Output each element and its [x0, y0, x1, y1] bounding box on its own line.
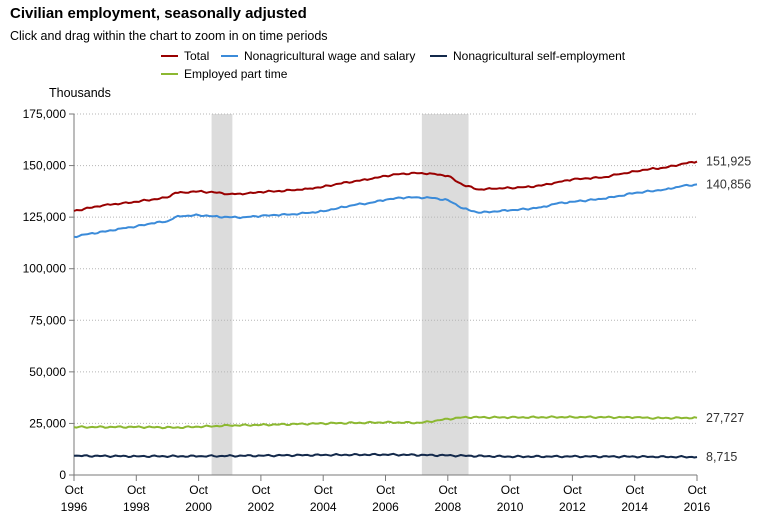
- x-tick-label-month: Oct: [438, 483, 457, 497]
- series-line-nonagricultural-wage-and-salary: [73, 183, 698, 239]
- series-line-nonagricultural-self-employment: [73, 452, 698, 459]
- y-tick-label: 125,000: [23, 210, 67, 224]
- x-tick-label-month: Oct: [127, 483, 146, 497]
- x-tick-label-year: 2008: [434, 500, 461, 514]
- x-tick-label-year: 1996: [61, 500, 88, 514]
- end-labels: 151,925 140,856 8,715 27,727: [706, 155, 751, 464]
- legend-item-wage-salary[interactable]: Nonagricultural wage and salary: [221, 49, 415, 63]
- legend-swatch-total: [161, 55, 178, 57]
- y-tick-label: 175,000: [23, 107, 67, 121]
- x-tick-label-month: Oct: [252, 483, 271, 497]
- x-tick-label-month: Oct: [688, 483, 707, 497]
- x-tick-label-month: Oct: [376, 483, 395, 497]
- legend-swatch-part-time: [161, 73, 178, 75]
- axes: 175,000 150,000 125,000 100,000 75,000 50,000…: [23, 107, 711, 514]
- x-tick-label-month: Oct: [501, 483, 520, 497]
- y-axis-label: Thousands: [49, 86, 111, 100]
- x-tick-label-year: 2014: [621, 500, 648, 514]
- legend-swatch-self-employment: [430, 55, 447, 57]
- legend-item-self-employment[interactable]: Nonagricultural self-employment: [430, 49, 625, 63]
- gridlines: [74, 113, 697, 424]
- y-tick-label: 100,000: [23, 262, 67, 276]
- x-tick-label-year: 2006: [372, 500, 399, 514]
- x-tick-label-year: 2002: [248, 500, 275, 514]
- x-tick-label-year: 2000: [185, 500, 212, 514]
- series-line-total: [73, 160, 698, 212]
- x-tick-label-year: 2016: [684, 500, 711, 514]
- legend-label-wage-salary: Nonagricultural wage and salary: [244, 49, 416, 63]
- x-tick-label-month: Oct: [625, 483, 644, 497]
- y-tick-label: 75,000: [29, 313, 66, 327]
- series-line-employed-part-time: [73, 415, 698, 430]
- legend-label-part-time: Employed part time: [184, 67, 288, 81]
- chart-title: Civilian employment, seasonally adjusted: [10, 5, 307, 22]
- end-label-nonagricultural-self-employment: 8,715: [706, 450, 737, 464]
- x-tick-label-month: Oct: [314, 483, 333, 497]
- end-label-employed-part-time: 27,727: [706, 411, 744, 425]
- x-tick-label-year: 2004: [310, 500, 337, 514]
- x-tick-label-month: Oct: [189, 483, 208, 497]
- recession-band-1: [211, 114, 233, 475]
- y-tick-label: 0: [59, 468, 66, 482]
- legend-item-part-time[interactable]: Employed part time: [161, 67, 287, 81]
- legend-label-total: Total: [184, 49, 210, 63]
- y-tick-label: 25,000: [29, 416, 66, 430]
- end-label-nonagricultural-wage-and-salary: 140,856: [706, 177, 751, 191]
- x-tick-label-year: 2012: [559, 500, 586, 514]
- x-tick-label-year: 1998: [123, 500, 150, 514]
- legend-swatch-wage-salary: [221, 55, 238, 57]
- legend-label-self-employment: Nonagricultural self-employment: [453, 49, 626, 63]
- series-lines: [73, 160, 698, 459]
- y-tick-label: 150,000: [23, 159, 67, 173]
- end-label-total: 151,925: [706, 155, 751, 169]
- x-tick-label-year: 2010: [497, 500, 524, 514]
- x-tick-label-month: Oct: [65, 483, 84, 497]
- legend-item-total[interactable]: Total: [161, 49, 209, 63]
- chart-subtitle: Click and drag within the chart to zoom …: [10, 29, 328, 43]
- y-tick-label: 50,000: [29, 365, 66, 379]
- x-tick-label-month: Oct: [563, 483, 582, 497]
